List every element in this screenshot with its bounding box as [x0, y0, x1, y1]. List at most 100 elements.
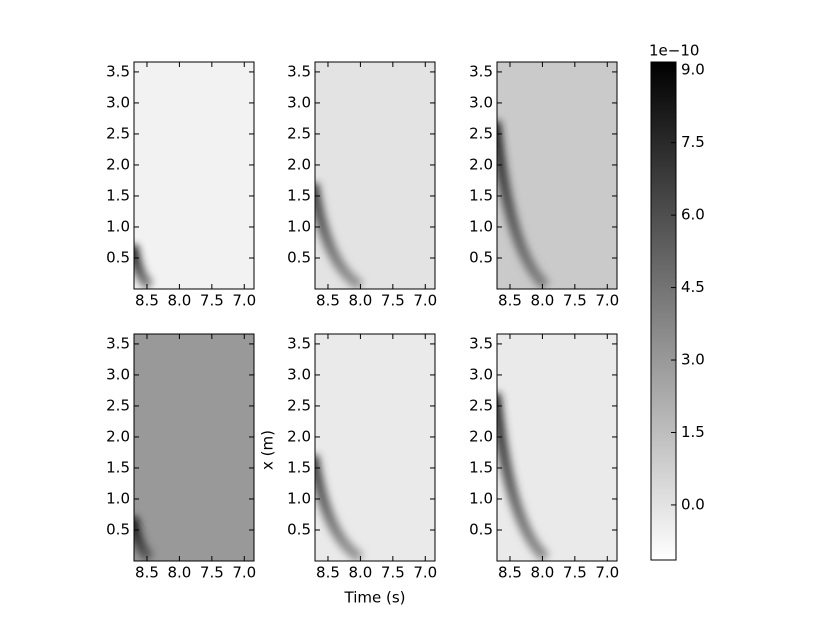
x-tick-label: 8.5	[135, 292, 159, 310]
y-tick-label: 1.0	[106, 489, 130, 507]
x-tick-label: 8.5	[316, 564, 340, 582]
panel-image	[315, 182, 364, 289]
colorbar-tick-label: 3.0	[681, 351, 705, 369]
panel-image	[315, 454, 364, 561]
wave-front	[134, 516, 154, 561]
colorbar-tick-label: 9.0	[681, 61, 705, 79]
panel-frame	[496, 61, 618, 290]
panel-frame	[133, 333, 255, 562]
x-tick-label: 8.0	[167, 564, 191, 582]
y-tick-label: 1.5	[106, 458, 130, 476]
y-tick-label: 1.5	[469, 458, 493, 476]
y-tick-label: 2.5	[106, 124, 130, 142]
y-tick-label: 0.5	[287, 520, 311, 538]
x-tick-label: 7.5	[200, 292, 224, 310]
y-tick-label: 2.0	[469, 427, 493, 445]
colorbar	[650, 61, 677, 561]
x-tick-label: 7.5	[381, 292, 405, 310]
panel-background	[497, 334, 617, 561]
colorbar-offset-label: 1e−10	[649, 42, 699, 60]
y-tick-label: 3.0	[469, 93, 493, 111]
y-tick-label: 3.0	[287, 365, 311, 383]
y-tick-label: 3.0	[469, 365, 493, 383]
y-tick-label: 3.0	[106, 93, 130, 111]
y-tick-label: 0.5	[106, 520, 130, 538]
x-tick-label: 7.0	[413, 292, 437, 310]
y-tick-label: 2.5	[287, 124, 311, 142]
x-tick-label: 8.0	[348, 564, 372, 582]
x-tick-label: 8.5	[498, 292, 522, 310]
y-tick-label: 3.5	[106, 334, 130, 352]
y-tick-label: 0.5	[469, 520, 493, 538]
panel-frame	[314, 61, 436, 290]
y-tick-label: 1.5	[106, 186, 130, 204]
y-tick-label: 3.5	[469, 62, 493, 80]
x-tick-label: 7.5	[563, 292, 587, 310]
x-tick-label: 8.5	[316, 292, 340, 310]
y-tick-label: 1.0	[469, 489, 493, 507]
colorbar-tick-label: 7.5	[681, 133, 705, 151]
panel-image	[134, 516, 154, 561]
x-tick-label: 7.5	[200, 564, 224, 582]
y-tick-label: 2.0	[106, 155, 130, 173]
y-tick-label: 1.0	[469, 217, 493, 235]
colorbar-tick-label: 4.5	[681, 278, 705, 296]
y-tick-label: 1.0	[287, 217, 311, 235]
y-tick-label: 3.5	[287, 334, 311, 352]
panel-image	[497, 392, 550, 561]
x-tick-label: 8.0	[530, 292, 554, 310]
panel-image	[497, 120, 550, 289]
y-tick-label: 1.0	[106, 217, 130, 235]
x-tick-label: 7.0	[413, 564, 437, 582]
panel-image	[134, 244, 154, 289]
colorbar-tick-label: 1.5	[681, 423, 705, 441]
y-tick-label: 0.5	[106, 248, 130, 266]
x-tick-label: 7.0	[232, 292, 256, 310]
x-axis-label: Time (s)	[344, 589, 406, 607]
y-tick-label: 0.5	[287, 248, 311, 266]
x-tick-label: 8.5	[498, 564, 522, 582]
y-tick-label: 2.5	[287, 396, 311, 414]
y-tick-label: 2.0	[106, 427, 130, 445]
x-tick-label: 7.0	[595, 564, 619, 582]
x-tick-label: 7.5	[563, 564, 587, 582]
wave-front	[497, 120, 550, 289]
panel-frame	[496, 333, 618, 562]
y-tick-label: 3.5	[469, 334, 493, 352]
colorbar-tick-label: 6.0	[681, 206, 705, 224]
y-tick-label: 1.5	[469, 186, 493, 204]
y-tick-label: 2.5	[469, 396, 493, 414]
wave-front	[497, 392, 550, 561]
colorbar-tick-label: 0.0	[681, 495, 705, 513]
y-tick-label: 3.0	[287, 93, 311, 111]
panel-frame	[133, 61, 255, 290]
y-tick-label: 3.5	[106, 62, 130, 80]
y-tick-label: 1.5	[287, 186, 311, 204]
wave-front	[315, 454, 364, 561]
x-tick-label: 7.0	[595, 292, 619, 310]
x-tick-label: 7.5	[381, 564, 405, 582]
panel-background	[134, 62, 254, 289]
x-tick-label: 8.0	[348, 292, 372, 310]
panel-background	[134, 334, 254, 561]
y-tick-label: 1.0	[287, 489, 311, 507]
x-tick-label: 8.5	[135, 564, 159, 582]
y-tick-label: 2.0	[469, 155, 493, 173]
y-tick-label: 3.0	[106, 365, 130, 383]
wave-front	[315, 182, 364, 289]
y-tick-label: 1.5	[287, 458, 311, 476]
x-tick-label: 8.0	[167, 292, 191, 310]
y-tick-label: 2.5	[469, 124, 493, 142]
y-tick-label: 2.0	[287, 427, 311, 445]
x-tick-label: 7.0	[232, 564, 256, 582]
y-axis-label: x (m)	[259, 430, 277, 470]
y-tick-label: 0.5	[469, 248, 493, 266]
y-tick-label: 2.5	[106, 396, 130, 414]
x-tick-label: 8.0	[530, 564, 554, 582]
y-tick-label: 3.5	[287, 62, 311, 80]
wave-front	[134, 244, 154, 289]
panel-frame	[314, 333, 436, 562]
y-tick-label: 2.0	[287, 155, 311, 173]
panel-background	[497, 62, 617, 289]
